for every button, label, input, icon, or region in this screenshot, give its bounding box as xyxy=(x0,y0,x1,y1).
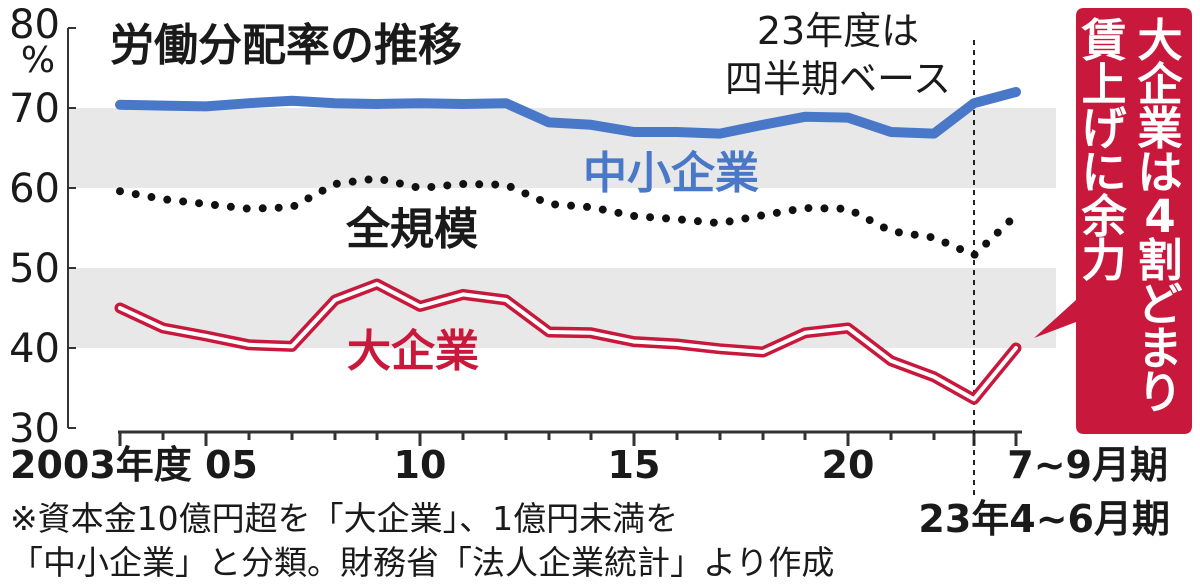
series-1-point-2 xyxy=(205,203,207,205)
x-tick-label-5: 23年4~6月期 xyxy=(918,497,1170,541)
y-tick-label-70: 70 xyxy=(9,86,60,132)
grid-bands xyxy=(68,108,1056,348)
series-line-0 xyxy=(115,87,1021,139)
callout-char: 4 xyxy=(1144,190,1175,243)
series-line-inner-2 xyxy=(118,282,1018,402)
x-tick-label-0: 2003年度 05 xyxy=(10,443,258,487)
callout-char: ど xyxy=(1137,278,1182,331)
callout-char: 余 xyxy=(1080,190,1127,243)
series-label-1: 全規模 xyxy=(345,204,478,255)
divider-note-line-1: 四半期ベース xyxy=(725,57,951,101)
series-1-point-13 xyxy=(676,218,678,220)
series-2 xyxy=(114,278,1022,405)
series-1-point-17 xyxy=(847,208,849,210)
y-tick-label-50: 50 xyxy=(9,246,60,292)
x-tick-label-3: 20 xyxy=(822,443,875,487)
x-tick-label-1: 10 xyxy=(394,443,447,487)
callout-char: 企 xyxy=(1137,58,1183,111)
callout-box xyxy=(1034,8,1192,434)
callout-char: は xyxy=(1137,146,1182,199)
y-tick-label-80: 80 xyxy=(9,2,60,48)
callout-char: 業 xyxy=(1137,102,1182,155)
footnote: ※資本金10億円超を「大企業」、1億円未満を「中小企業」と分類。財務省「法人企業… xyxy=(10,499,834,582)
y-axis-unit: % xyxy=(21,40,55,81)
footnote-line-1: 「中小企業」と分類。財務省「法人企業統計」より作成 xyxy=(10,543,834,582)
x-tick-label-4: 7~9月期 xyxy=(1007,443,1168,487)
y-tick-label-30: 30 xyxy=(9,406,60,452)
series-lines xyxy=(114,87,1022,405)
series-label-2: 大企業 xyxy=(347,326,479,377)
series-line-1 xyxy=(116,174,1020,260)
callout-char: 割 xyxy=(1137,234,1182,287)
callout-char: げ xyxy=(1081,102,1126,155)
y-tick-label-60: 60 xyxy=(9,166,60,212)
callout-char: に xyxy=(1081,146,1126,199)
callout-char: り xyxy=(1137,366,1182,419)
chart-texts: 労働分配率の推移 23年度は四半期ベース ※資本金10億円超を「大企業」、1億円未満… xyxy=(10,9,951,582)
callout-char: 賃 xyxy=(1080,14,1126,67)
callout-text: 大企業は 4 割どまり、 賃上げに余力 xyxy=(1080,14,1183,463)
callout-char: 大 xyxy=(1137,14,1182,67)
series-0 xyxy=(115,87,1021,139)
series-1 xyxy=(116,174,1020,260)
y-tick-labels: 30 40 50 60 70 80% xyxy=(9,2,76,452)
y-tick-label-40: 40 xyxy=(9,326,60,372)
series-1-point-14 xyxy=(719,222,721,224)
footnote-line-0: ※資本金10億円超を「大企業」、1億円未満を xyxy=(10,499,678,538)
series-1-point-21 xyxy=(1015,214,1017,216)
chart-title: 労働分配率の推移 xyxy=(110,20,462,71)
callout-char: 、 xyxy=(1137,410,1182,463)
divider-note-line-0: 23年度は xyxy=(757,9,919,53)
series-1-point-18 xyxy=(890,230,892,232)
callout-char: ま xyxy=(1137,322,1182,375)
divider-note: 23年度は四半期ベース xyxy=(725,9,951,101)
callout: 大企業は 4 割どまり、 賃上げに余力 xyxy=(1034,8,1192,463)
callout-char: 上 xyxy=(1081,58,1126,111)
series-1-point-10 xyxy=(548,203,550,205)
series-label-0: 中小企業 xyxy=(583,148,759,199)
x-tick-labels: 2003年度 05 10 15 20 7~9月期 23年4~6月期 xyxy=(10,443,1170,541)
callout-char: 力 xyxy=(1081,234,1126,287)
x-tick-label-2: 15 xyxy=(608,443,661,487)
